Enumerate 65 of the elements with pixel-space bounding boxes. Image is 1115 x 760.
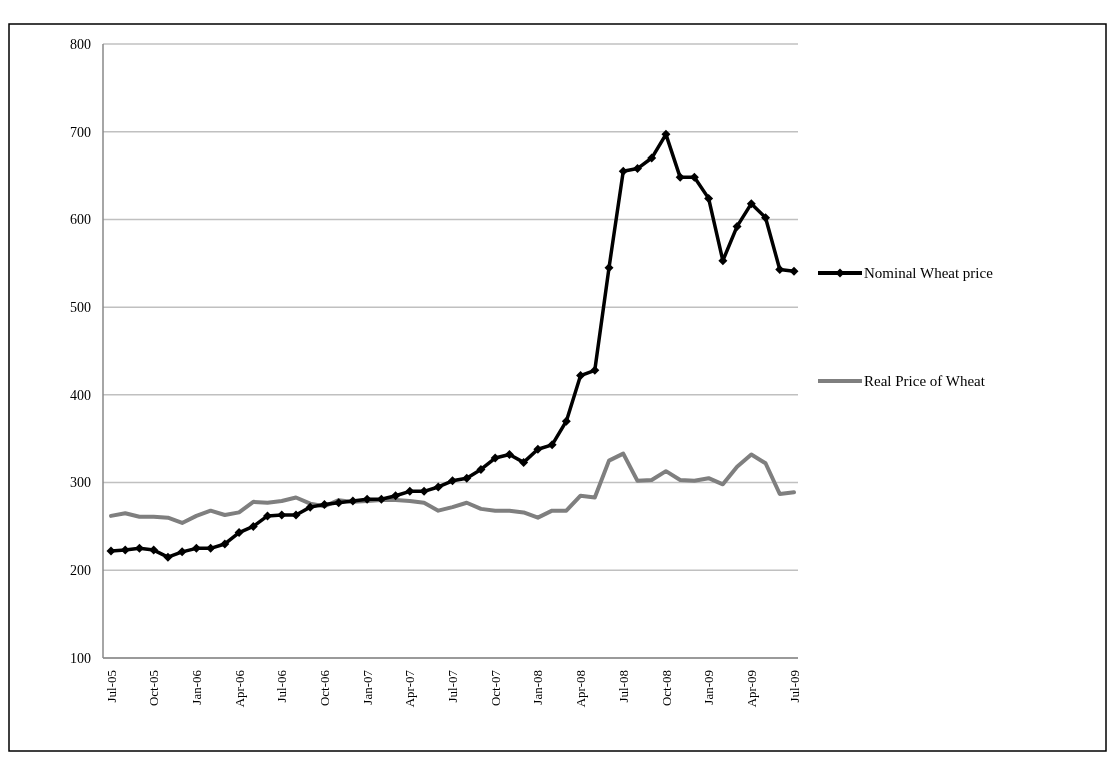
point [291, 510, 301, 520]
point [206, 543, 216, 553]
line-series [109, 451, 796, 525]
x-tick-label: Apr-07 [402, 669, 418, 708]
point [177, 547, 187, 557]
x-tick-label: Jan-07 [359, 669, 375, 705]
point [106, 546, 116, 556]
x-tick-label: Jan-08 [530, 670, 546, 705]
x-tick-label: Apr-08 [573, 670, 589, 708]
point [647, 153, 657, 163]
point [348, 496, 358, 506]
point [576, 371, 586, 381]
point [604, 263, 614, 273]
point [547, 440, 557, 450]
point [248, 521, 258, 531]
point [632, 164, 642, 174]
point [761, 213, 771, 223]
point [675, 172, 685, 182]
point [504, 450, 514, 459]
point [433, 482, 443, 492]
point [191, 543, 201, 553]
point [533, 444, 543, 454]
x-tick-label: Apr-06 [231, 669, 247, 708]
x-tick-label: Oct-07 [487, 669, 503, 707]
x-tick-label: Oct-06 [316, 669, 332, 707]
point [490, 453, 500, 463]
point [746, 199, 756, 209]
x-tick-label: Apr-09 [743, 670, 759, 708]
y-tick-label: 200 [70, 563, 91, 579]
point [704, 193, 714, 203]
y-tick-label: 800 [70, 36, 91, 52]
y-tick-label: 300 [70, 475, 91, 491]
point [448, 476, 457, 486]
legend-label: Real Price of Wheat [864, 373, 986, 390]
point [789, 266, 799, 276]
point [462, 473, 472, 483]
y-tick-label: 600 [70, 212, 91, 228]
point [220, 539, 230, 549]
point [319, 500, 329, 509]
x-tick-label: Jul-05 [103, 670, 119, 703]
y-tick-label: 500 [70, 300, 91, 316]
point [590, 365, 600, 375]
x-tick-label: Jul-07 [445, 669, 461, 703]
point [519, 457, 529, 467]
y-tick-label: 400 [70, 387, 91, 403]
point [391, 491, 401, 501]
point [476, 464, 486, 474]
point [305, 502, 315, 512]
point [618, 166, 628, 176]
point [775, 264, 785, 274]
y-tick-label: 100 [70, 650, 91, 666]
point [149, 545, 159, 555]
y-tick-label: 700 [70, 124, 91, 140]
point [163, 552, 173, 562]
point [732, 221, 742, 231]
x-tick-label: Jul-09 [786, 670, 802, 703]
legend-label: Nominal Wheat price [864, 265, 994, 282]
x-tick-label: Oct-08 [658, 670, 674, 707]
x-tick-label: Jul-08 [615, 670, 631, 703]
x-tick-label: Jul-06 [274, 669, 290, 703]
x-tick-label: Jan-06 [188, 669, 204, 705]
x-tick-label: Jan-09 [701, 670, 717, 705]
point [561, 416, 571, 426]
x-tick-label: Oct-05 [146, 670, 162, 707]
point [234, 528, 244, 538]
